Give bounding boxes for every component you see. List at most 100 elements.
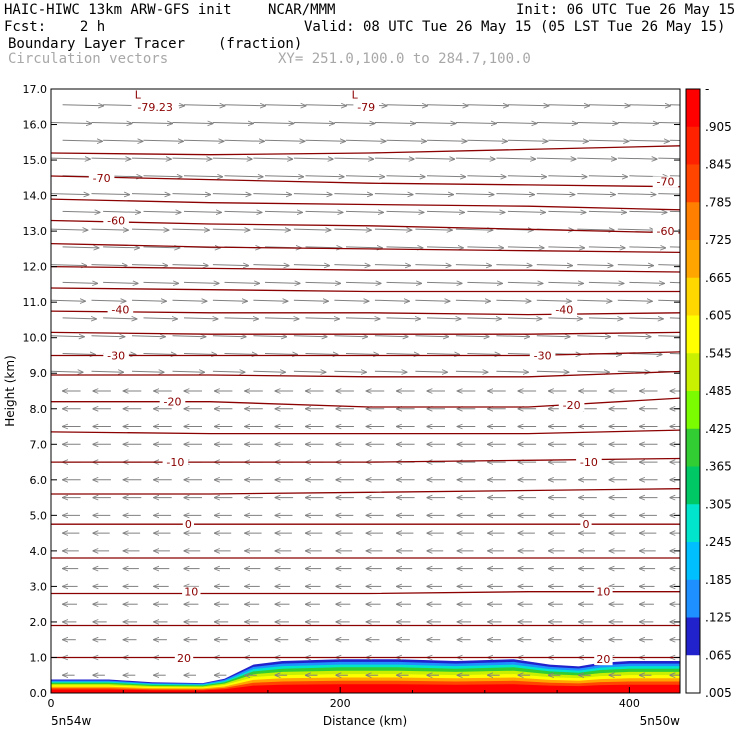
- vector-arrow-96: [51, 265, 87, 266]
- contour-label-bg: [594, 654, 613, 666]
- vector-arrow-35: [172, 336, 206, 337]
- vector-arrow-183: [345, 176, 385, 177]
- vector-arrow-93: [588, 282, 624, 283]
- contour-line--50: [51, 265, 680, 273]
- vector-arrow-164: [212, 194, 251, 195]
- vector-arrow-202: [455, 158, 495, 159]
- contour-label-bg: [558, 400, 585, 412]
- vector-arrow-90: [467, 282, 502, 283]
- vector-arrow-5: [253, 371, 285, 372]
- vector-arrow-121: [426, 247, 463, 248]
- contour-line--60: [51, 219, 680, 234]
- y-tick-label-11: 11.0: [23, 296, 48, 309]
- cross-section-endpoints: XY= 251.0,100.0 to 284.7,100.0: [278, 51, 531, 67]
- vector-arrow-60: [548, 318, 582, 319]
- vector-arrow-89: [426, 282, 462, 283]
- plot-frame: [50, 88, 681, 694]
- vector-arrow-46: [617, 336, 651, 337]
- vector-arrow-129: [91, 229, 129, 230]
- vector-arrow-133: [253, 229, 290, 230]
- vector-arrow-157: [588, 211, 626, 212]
- vector-arrow-62: [629, 318, 663, 319]
- vector-arrow-110: [617, 265, 654, 266]
- vector-arrow-33: [91, 336, 125, 337]
- vector-arrow-232: [374, 123, 415, 124]
- colorbar-swatch-13: [686, 579, 700, 618]
- vector-arrow-82: [143, 282, 179, 283]
- vector-arrow-8: [374, 371, 407, 372]
- vector-arrow-71: [334, 300, 368, 301]
- vector-arrow-61: [588, 318, 623, 319]
- colorbar-swatch-0: [686, 89, 700, 128]
- contour-label-bg: [103, 215, 129, 227]
- colorbar-frame: [685, 88, 701, 694]
- vector-arrow-114: [143, 247, 180, 248]
- vector-arrow-151: [345, 211, 383, 212]
- vector-arrow-131: [172, 229, 210, 230]
- vector-arrow-221: [588, 140, 629, 141]
- vector-arrow-111: [658, 264, 680, 266]
- init-time: Init: 06 UTC Tue 26 May 15: [516, 2, 736, 18]
- colorbar-label-11: .305: [705, 497, 732, 511]
- x-tick-label-2: 400: [619, 697, 640, 710]
- contour-label-bg: [580, 519, 592, 531]
- colorbar-swatch-12: [686, 542, 700, 581]
- vector-arrow-72: [374, 300, 409, 301]
- vector-arrow-7: [334, 371, 366, 372]
- vector-arrow-171: [496, 194, 534, 195]
- contour-label-bg: [652, 226, 679, 238]
- y-tick-label-14: 14.0: [23, 190, 48, 203]
- contour-label-15: 0: [583, 518, 590, 531]
- vector-arrow-254: [629, 105, 670, 106]
- colorbar-swatch-7: [686, 353, 700, 392]
- vector-arrow-11: [496, 371, 528, 372]
- y-tick-label-9: 9.0: [30, 367, 48, 380]
- vector-arrow-212: [224, 140, 265, 141]
- vector-arrow-24: [386, 354, 420, 355]
- colorbar-swatch-14: [686, 617, 700, 656]
- colorbar-swatch-10: [686, 466, 700, 505]
- vector-arrow-42: [455, 336, 489, 337]
- colorbar-label-14: .125: [705, 611, 732, 625]
- vector-arrow-112: [62, 247, 99, 248]
- vector-arrow-40: [374, 336, 408, 337]
- vector-arrow-64: [51, 300, 85, 301]
- x-tick-label-1: 200: [330, 697, 351, 710]
- vector-arrow-68: [212, 300, 247, 301]
- contour-label-bg: [107, 304, 134, 316]
- colorbar-swatch-6: [686, 315, 700, 354]
- y-tick-label-13: 13.0: [23, 225, 48, 238]
- y-tick-label-16: 16.0: [23, 119, 48, 132]
- vector-arrow-38: [293, 336, 327, 337]
- vector-arrow-206: [617, 158, 657, 159]
- vector-arrow-57: [426, 318, 461, 319]
- vector-arrow-218: [467, 140, 507, 141]
- vector-arrow-240: [62, 105, 104, 106]
- vector-arrow-172: [536, 194, 575, 195]
- vector-arrow-67: [172, 300, 207, 301]
- contour-label-6: -40: [111, 303, 129, 316]
- contour-label-bg: [594, 586, 613, 598]
- vector-arrow-148: [224, 211, 262, 212]
- contour-label-bg: [162, 457, 189, 469]
- contour-line--65: [51, 198, 680, 211]
- contour-line--75: [51, 145, 680, 156]
- colorbar-label-0: -: [705, 82, 709, 96]
- vector-arrow-230: [293, 123, 334, 124]
- vector-arrow-181: [264, 176, 304, 177]
- contour-line--70: [51, 175, 680, 188]
- vector-arrow-237: [577, 123, 617, 124]
- vector-arrow-246: [305, 105, 347, 106]
- vector-arrow-238: [617, 123, 658, 124]
- colorbar-swatch-3: [686, 202, 700, 241]
- y-tick-label-2: 2.0: [30, 616, 48, 629]
- vector-arrow-58: [467, 318, 501, 319]
- vector-arrow-130: [131, 229, 169, 230]
- vector-arrow-113: [103, 247, 139, 248]
- vector-arrow-228: [212, 123, 253, 124]
- vector-arrow-154: [467, 211, 504, 212]
- vector-arrow-229: [253, 123, 293, 124]
- vector-arrow-65: [91, 300, 126, 301]
- vector-arrow-219: [507, 140, 548, 141]
- colorbar-swatch-5: [686, 277, 700, 316]
